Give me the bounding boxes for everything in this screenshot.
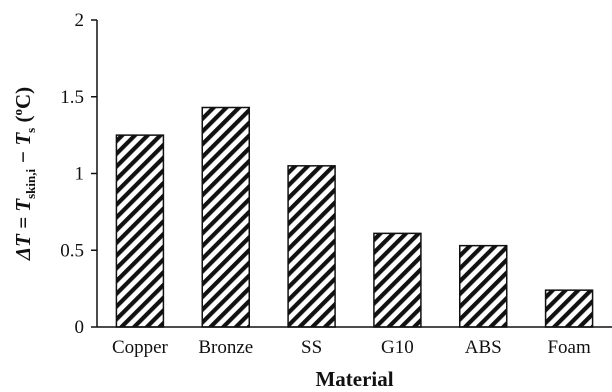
y-tick-label: 1.5 bbox=[60, 87, 84, 108]
bar-foam bbox=[544, 289, 594, 328]
x-tick-label: Copper bbox=[112, 337, 169, 358]
y-axis-ticks: 0 0.5 1 1.5 2 bbox=[60, 10, 97, 338]
y-tick-label: 0.5 bbox=[60, 240, 84, 261]
x-tick-label: SS bbox=[301, 337, 322, 358]
y-title-degree: o bbox=[10, 109, 25, 116]
x-tick-label: ABS bbox=[465, 337, 502, 358]
x-tick-label: G10 bbox=[381, 337, 414, 358]
bar-abs bbox=[459, 244, 508, 328]
y-title-sub1: skin,i bbox=[23, 168, 38, 198]
y-tick-label: 1 bbox=[75, 164, 85, 185]
x-tick-label: Bronze bbox=[198, 337, 253, 358]
bar-copper bbox=[115, 134, 165, 328]
bar-g10 bbox=[373, 232, 422, 328]
y-title-unit-open: ( bbox=[11, 116, 35, 128]
bar-bronze bbox=[201, 106, 250, 328]
y-title-mid: − T bbox=[11, 132, 35, 169]
x-tick-label: Foam bbox=[547, 337, 591, 358]
bars-group bbox=[115, 106, 594, 328]
bar-ss bbox=[287, 165, 336, 328]
y-title-unit-close: C) bbox=[11, 87, 35, 109]
y-tick-label: 2 bbox=[75, 10, 85, 31]
x-axis-tick-labels: Copper Bronze SS G10 ABS Foam bbox=[112, 337, 591, 358]
y-title-sub2: s bbox=[23, 128, 38, 133]
y-axis-title: ΔT = Tskin,i − Ts (oC) bbox=[10, 87, 38, 261]
y-title-lead: ΔT = T bbox=[11, 198, 35, 261]
y-tick-label: 0 bbox=[75, 317, 85, 338]
x-axis-title: Material bbox=[315, 367, 393, 391]
